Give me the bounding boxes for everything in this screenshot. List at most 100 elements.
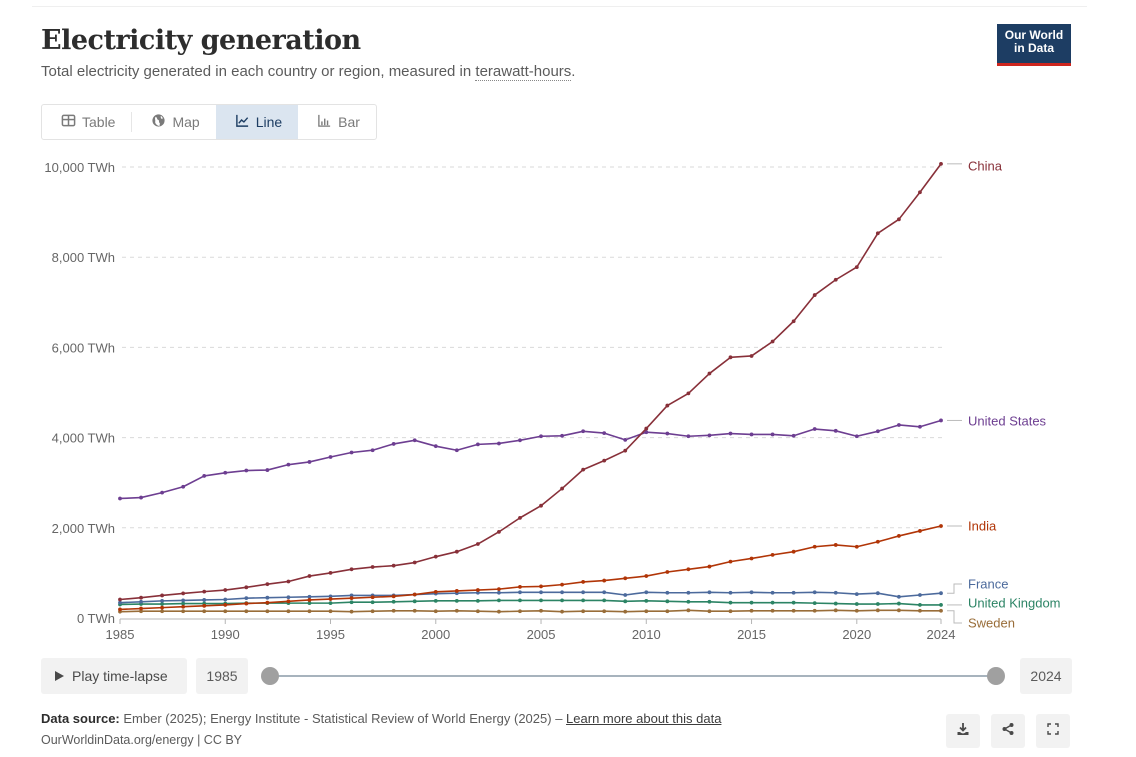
data-point[interactable] [139, 609, 143, 614]
series-france[interactable] [118, 590, 943, 605]
data-point[interactable] [160, 609, 165, 614]
data-point[interactable] [665, 590, 670, 595]
start-year-field[interactable]: 1985 [196, 658, 248, 694]
data-point[interactable] [686, 590, 691, 595]
series-label[interactable]: China [968, 159, 1003, 174]
data-point[interactable] [265, 582, 270, 587]
terawatt-hours-definition-link[interactable]: terawatt-hours [475, 63, 572, 81]
data-point[interactable] [665, 570, 670, 574]
data-point[interactable] [812, 544, 817, 549]
data-point[interactable] [475, 542, 480, 546]
data-point[interactable] [707, 590, 712, 595]
data-point[interactable] [265, 595, 270, 600]
data-point[interactable] [391, 442, 396, 446]
series-label[interactable]: India [968, 519, 997, 534]
data-point[interactable] [412, 599, 417, 604]
data-point[interactable] [875, 591, 880, 596]
data-point[interactable] [812, 427, 817, 431]
data-point[interactable] [644, 609, 649, 614]
data-point[interactable] [286, 599, 291, 604]
data-point[interactable] [770, 600, 775, 605]
data-point[interactable] [939, 608, 943, 613]
data-point[interactable] [686, 567, 691, 572]
data-point[interactable] [160, 602, 165, 606]
data-point[interactable] [812, 608, 817, 613]
data-point[interactable] [812, 293, 817, 297]
data-point[interactable] [602, 598, 607, 603]
data-point[interactable] [160, 593, 165, 598]
data-point[interactable] [686, 599, 691, 604]
data-point[interactable] [896, 601, 901, 606]
data-point[interactable] [497, 587, 501, 592]
series-india[interactable] [118, 524, 943, 612]
data-point[interactable] [770, 608, 775, 613]
timeline-slider-track[interactable] [270, 675, 996, 677]
series-sweden[interactable] [118, 608, 943, 614]
data-point[interactable] [686, 391, 691, 396]
data-point[interactable] [833, 277, 838, 282]
data-point[interactable] [896, 534, 901, 538]
data-point[interactable] [433, 444, 438, 449]
data-point[interactable] [160, 598, 165, 603]
data-point[interactable] [665, 609, 670, 614]
data-point[interactable] [707, 609, 712, 614]
data-point[interactable] [581, 429, 586, 434]
data-point[interactable] [391, 563, 396, 568]
data-point[interactable] [118, 600, 122, 605]
data-point[interactable] [770, 552, 775, 557]
data-point[interactable] [433, 554, 438, 559]
data-point[interactable] [244, 585, 249, 590]
data-point[interactable] [791, 433, 796, 438]
data-point[interactable] [939, 591, 943, 596]
data-point[interactable] [728, 559, 733, 564]
data-point[interactable] [181, 604, 186, 609]
data-point[interactable] [539, 584, 543, 589]
data-point[interactable] [454, 448, 459, 453]
data-point[interactable] [728, 355, 733, 360]
data-point[interactable] [939, 524, 943, 528]
data-point[interactable] [139, 606, 143, 611]
data-point[interactable] [223, 597, 228, 602]
data-point[interactable] [181, 601, 186, 606]
data-point[interactable] [265, 609, 270, 614]
series-label[interactable]: United States [968, 414, 1047, 429]
data-point[interactable] [307, 594, 312, 599]
data-point[interactable] [139, 599, 143, 604]
learn-more-link[interactable]: Learn more about this data [566, 711, 722, 726]
data-point[interactable] [454, 598, 459, 603]
data-point[interactable] [728, 431, 733, 436]
tab-map[interactable]: Map [132, 105, 215, 139]
data-point[interactable] [602, 590, 607, 595]
data-point[interactable] [602, 431, 607, 435]
data-point[interactable] [328, 571, 333, 575]
data-point[interactable] [581, 598, 586, 603]
data-point[interactable] [118, 496, 122, 501]
data-point[interactable] [307, 574, 312, 578]
data-point[interactable] [875, 602, 880, 606]
data-point[interactable] [328, 455, 333, 459]
data-point[interactable] [286, 462, 291, 467]
data-point[interactable] [918, 424, 922, 429]
owid-logo[interactable]: Our World in Data [997, 24, 1071, 66]
data-point[interactable] [307, 598, 312, 602]
data-point[interactable] [623, 599, 628, 604]
data-point[interactable] [749, 608, 754, 613]
data-point[interactable] [244, 596, 249, 601]
data-point[interactable] [791, 590, 796, 595]
data-point[interactable] [623, 448, 628, 453]
data-point[interactable] [539, 590, 543, 595]
data-point[interactable] [623, 437, 628, 442]
data-point[interactable] [118, 607, 122, 612]
data-point[interactable] [560, 433, 564, 438]
data-point[interactable] [349, 593, 354, 598]
data-point[interactable] [160, 605, 165, 610]
data-point[interactable] [433, 609, 438, 614]
data-point[interactable] [202, 474, 207, 478]
data-point[interactable] [497, 529, 501, 534]
data-point[interactable] [286, 609, 291, 614]
data-point[interactable] [160, 490, 165, 495]
data-point[interactable] [244, 609, 249, 614]
data-point[interactable] [518, 609, 522, 614]
data-point[interactable] [560, 609, 564, 614]
data-point[interactable] [623, 609, 628, 614]
